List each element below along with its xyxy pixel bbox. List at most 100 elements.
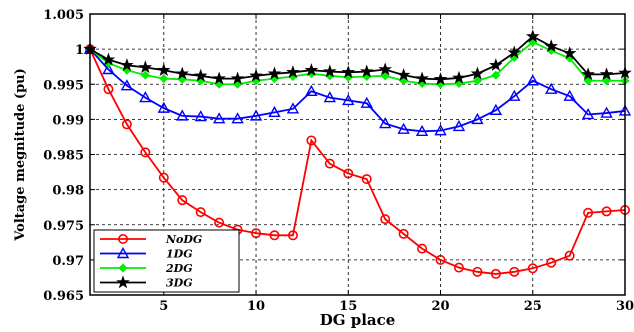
data-point-nodg (417, 243, 428, 254)
data-point-3dg (157, 63, 171, 76)
series-layer (83, 29, 632, 279)
legend-label-2dg: 2DG (165, 262, 193, 275)
data-point-nodg (103, 84, 114, 95)
data-point-1dg (176, 109, 189, 121)
data-point-nodg (398, 228, 409, 239)
data-point-1dg (249, 109, 263, 121)
data-point-nodg (509, 266, 520, 277)
data-point-2dg (380, 71, 390, 81)
data-point-1dg (526, 74, 539, 86)
data-point-2dg (583, 76, 593, 86)
data-point-1dg (286, 102, 300, 114)
data-point-1dg (563, 89, 576, 101)
data-point-nodg (214, 217, 225, 228)
ticks: 0.965 0.97 0.975 0.98 0.985 0.99 0.995 1 1.005 5 1… (43, 8, 634, 314)
data-point-3dg (525, 29, 540, 43)
data-point-1dg (231, 112, 244, 124)
data-point-3dg (138, 60, 153, 74)
data-point-1dg (508, 89, 521, 101)
data-point-2dg (472, 76, 482, 86)
data-point-3dg (581, 67, 595, 81)
data-point-1dg (471, 112, 484, 125)
data-point-2dg (159, 74, 169, 84)
series-nodg (85, 44, 630, 279)
x-axis-title: DG place (320, 311, 396, 329)
data-point-1dg (360, 96, 373, 108)
legend-marker-1dg (116, 247, 130, 259)
data-point-1dg (157, 101, 170, 113)
y-tick-label: 0.995 (43, 78, 84, 93)
data-point-1dg (194, 110, 207, 122)
data-point-3dg (415, 71, 429, 85)
data-point-nodg (435, 254, 446, 265)
legend-marker-3dg (116, 275, 130, 289)
data-point-3dg (599, 67, 614, 81)
y-tick-label: 1 (75, 43, 84, 58)
data-point-3dg (470, 66, 485, 80)
y-tick-label: 0.98 (52, 184, 84, 199)
data-point-nodg (490, 268, 501, 279)
data-point-1dg (342, 93, 355, 106)
data-point-nodg (546, 257, 557, 268)
data-point-3dg (249, 68, 263, 82)
y-axis-title: Voltage megnitude (pu) (13, 68, 28, 242)
series-3dg (83, 29, 632, 86)
data-point-2dg (491, 70, 501, 80)
data-point-3dg (359, 64, 374, 78)
data-point-nodg (140, 147, 151, 158)
data-point-nodg (251, 228, 262, 239)
data-point-1dg (434, 124, 447, 136)
y-tick-label: 0.97 (52, 254, 84, 269)
data-point-nodg (380, 214, 391, 225)
data-point-3dg (396, 68, 411, 81)
x-tick-label: 10 (247, 299, 265, 314)
legend-label-nodg: NoDG (165, 233, 202, 246)
data-point-1dg (415, 124, 429, 137)
x-tick-label: 30 (616, 299, 634, 314)
data-point-1dg (120, 79, 134, 91)
data-point-nodg (177, 195, 188, 206)
x-tick-label: 25 (524, 299, 542, 314)
data-point-1dg (212, 112, 226, 124)
data-point-1dg (323, 91, 337, 103)
y-tick-label: 0.975 (43, 219, 84, 234)
data-point-nodg (306, 135, 317, 146)
legend-marker-2dg (118, 263, 128, 273)
data-point-1dg (268, 105, 281, 118)
data-point-3dg (304, 63, 319, 76)
data-point-3dg (433, 72, 448, 86)
series-1dg (83, 42, 632, 137)
data-point-nodg (361, 174, 372, 185)
data-point-3dg (489, 58, 503, 72)
x-tick-label: 20 (431, 299, 449, 314)
x-tick-label: 5 (159, 299, 168, 314)
data-point-1dg (102, 63, 115, 75)
data-point-3dg (341, 65, 356, 79)
data-point-3dg (212, 71, 226, 85)
data-point-nodg (269, 230, 280, 241)
data-point-1dg (489, 103, 503, 115)
data-point-nodg (158, 172, 169, 183)
y-tick-label: 1.005 (43, 8, 84, 23)
data-point-3dg (175, 66, 189, 80)
legend-label-3dg: 3DG (166, 277, 193, 290)
data-point-3dg (230, 71, 245, 85)
legend-label-1dg: 1DG (166, 248, 193, 261)
y-tick-label: 0.965 (43, 289, 84, 304)
data-point-3dg (323, 64, 337, 78)
data-point-2dg (602, 76, 612, 86)
data-point-nodg (324, 158, 335, 169)
data-point-3dg (120, 58, 134, 72)
data-point-3dg (101, 52, 116, 66)
data-point-1dg (139, 91, 152, 103)
data-point-3dg (193, 68, 208, 82)
data-point-3dg (544, 39, 558, 53)
data-point-1dg (545, 82, 558, 94)
data-point-nodg (527, 263, 538, 274)
y-tick-label: 0.985 (43, 149, 84, 164)
data-point-1dg (378, 117, 392, 129)
data-point-nodg (453, 262, 464, 273)
data-point-1dg (581, 108, 595, 120)
data-point-3dg (452, 70, 466, 84)
